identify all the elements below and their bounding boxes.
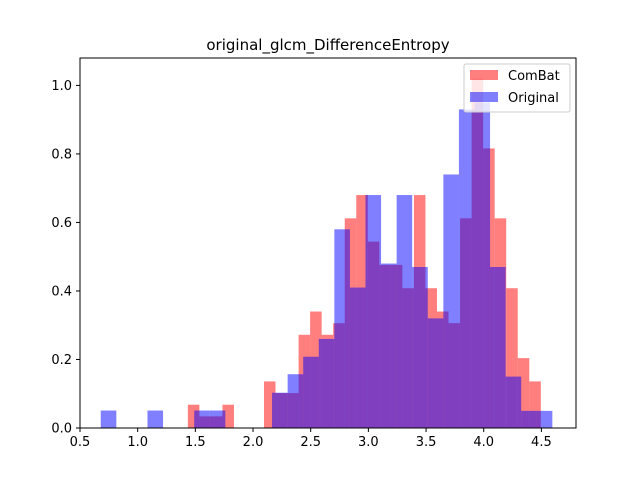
bar-original-14 [427, 318, 444, 428]
bar-original-16 [458, 109, 475, 428]
bar-original-6 [303, 356, 319, 428]
x-tick-label-2: 1.5 [185, 435, 206, 450]
x-tick-label-7: 4.0 [473, 435, 494, 450]
y-axis: 0.0 0.2 0.4 0.6 0.8 1.0 [51, 79, 80, 437]
bar-original-13 [412, 266, 428, 428]
bar-original-3 [209, 410, 226, 428]
bar-original-12 [396, 195, 413, 428]
bar-original-2 [194, 410, 210, 428]
x-tick-label-8: 4.5 [531, 435, 552, 450]
bar-original-5 [287, 374, 304, 428]
bar-original-8 [334, 229, 350, 428]
x-tick-label-1: 1.0 [127, 435, 148, 450]
legend-label-original: Original [508, 91, 559, 106]
y-tick-label-5: 1.0 [51, 79, 72, 94]
bar-combat-25 [506, 288, 518, 428]
x-tick-label-4: 2.5 [300, 435, 321, 450]
y-tick-label-0: 0.0 [51, 422, 72, 437]
bar-original-21 [536, 410, 553, 428]
legend: ComBat Original [463, 63, 571, 113]
bars-layer [100, 78, 553, 428]
x-tick-label-3: 2.0 [243, 435, 264, 450]
bar-original-18 [490, 266, 506, 428]
bar-original-11 [381, 263, 397, 428]
bar-combat-26 [517, 358, 530, 428]
legend-label-combat: ComBat [508, 69, 560, 84]
bar-combat-3 [222, 404, 234, 428]
bar-original-9 [349, 287, 366, 428]
x-axis: 0.5 1.0 1.5 2.0 2.5 3.0 3.5 4.0 4.5 [70, 428, 552, 450]
y-tick-label-2: 0.4 [51, 284, 72, 299]
legend-swatch-combat [470, 70, 498, 80]
y-tick-label-4: 0.8 [51, 147, 72, 162]
bar-original-4 [272, 392, 288, 428]
bar-combat-27 [529, 381, 541, 428]
bar-original-20 [521, 410, 537, 428]
x-tick-label-5: 3.0 [358, 435, 379, 450]
bar-original-1 [147, 410, 164, 428]
y-tick-label-1: 0.2 [51, 353, 72, 368]
x-tick-label-6: 3.5 [416, 435, 437, 450]
bar-combat-0 [187, 404, 200, 428]
x-tick-label-0: 0.5 [70, 435, 91, 450]
bar-original-17 [474, 102, 491, 428]
bar-original-15 [443, 174, 459, 428]
legend-swatch-original [470, 92, 498, 102]
chart-title: original_glcm_DifferenceEntropy [206, 36, 449, 55]
axes-frame [79, 57, 577, 429]
y-tick-label-3: 0.6 [51, 216, 72, 231]
bar-combat-4 [263, 381, 276, 428]
bar-original-10 [365, 195, 382, 428]
bar-original-0 [100, 410, 117, 428]
bar-original-19 [505, 376, 522, 428]
bar-original-7 [318, 338, 335, 428]
